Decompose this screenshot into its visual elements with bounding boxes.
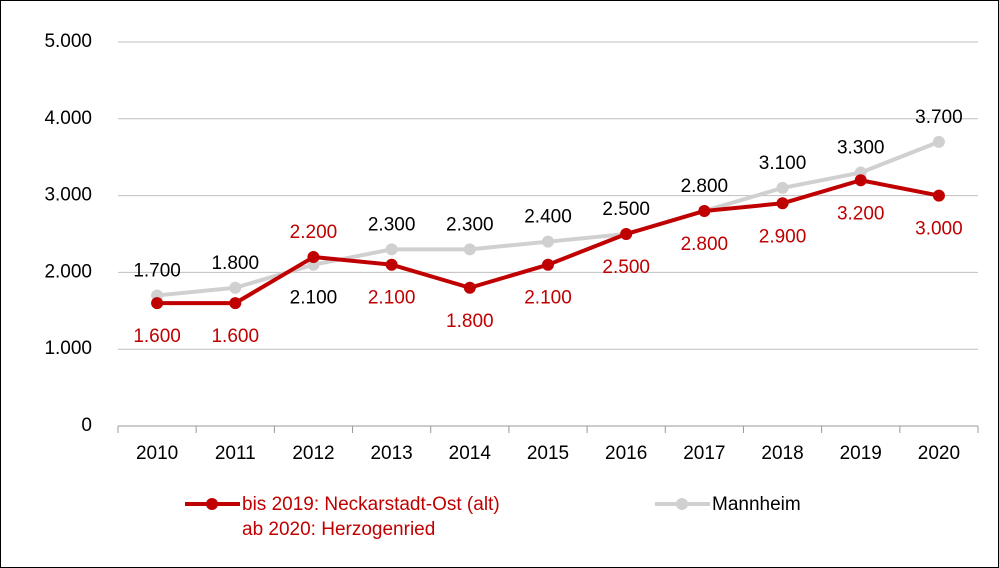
data-label: 1.800 bbox=[446, 311, 494, 332]
data-label: 3.300 bbox=[837, 138, 885, 159]
y-tick-label: 1.000 bbox=[44, 338, 92, 359]
x-tick-label: 2015 bbox=[527, 443, 569, 464]
data-label: 2.800 bbox=[681, 176, 729, 197]
data-label: 1.800 bbox=[211, 253, 259, 274]
data-point bbox=[776, 197, 789, 210]
y-tick-label: 2.000 bbox=[44, 261, 92, 282]
data-label: 3.200 bbox=[837, 203, 885, 224]
data-label: 2.400 bbox=[524, 207, 572, 228]
x-tick-label: 2013 bbox=[370, 443, 412, 464]
data-point bbox=[776, 181, 789, 194]
data-label: 2.900 bbox=[759, 226, 807, 247]
x-tick-label: 2011 bbox=[215, 443, 256, 464]
data-point bbox=[385, 243, 398, 256]
data-label: 3.700 bbox=[915, 107, 963, 128]
x-tick-label: 2020 bbox=[918, 443, 960, 464]
data-point bbox=[463, 243, 476, 256]
data-label: 2.500 bbox=[602, 257, 650, 278]
data-label: 2.200 bbox=[290, 222, 338, 243]
data-label: 2.300 bbox=[446, 214, 494, 235]
y-tick-label: 4.000 bbox=[44, 108, 92, 129]
legend-marker bbox=[676, 498, 688, 510]
data-label: 2.300 bbox=[368, 214, 416, 235]
legend-label: bis 2019: Neckarstadt-Ost (alt) ab 2020:… bbox=[242, 494, 500, 540]
data-label: 2.100 bbox=[290, 288, 338, 309]
data-point bbox=[229, 281, 242, 294]
y-tick-label: 0 bbox=[81, 415, 92, 436]
data-label: 3.000 bbox=[915, 219, 963, 240]
data-point bbox=[151, 297, 164, 310]
data-point bbox=[385, 258, 398, 271]
data-point bbox=[542, 235, 554, 248]
x-tick-label: 2016 bbox=[605, 443, 647, 464]
x-tick-label: 2019 bbox=[840, 443, 882, 464]
data-label: 2.100 bbox=[368, 288, 416, 309]
data-label: 1.600 bbox=[211, 326, 259, 347]
y-tick-label: 3.000 bbox=[44, 185, 92, 206]
x-tick-label: 2018 bbox=[761, 443, 803, 464]
data-point bbox=[932, 189, 945, 202]
data-label: 2.500 bbox=[602, 199, 650, 220]
x-tick-label: 2010 bbox=[136, 443, 178, 464]
data-label: 2.800 bbox=[681, 234, 729, 255]
data-label: 3.100 bbox=[759, 153, 807, 174]
data-point bbox=[698, 204, 711, 217]
data-point bbox=[620, 228, 633, 240]
data-point bbox=[542, 258, 554, 271]
y-tick-label: 5.000 bbox=[44, 31, 92, 52]
data-point bbox=[229, 297, 242, 310]
x-tick-label: 2014 bbox=[449, 443, 492, 464]
x-tick-label: 2017 bbox=[683, 443, 725, 464]
x-tick-label: 2012 bbox=[292, 443, 334, 464]
data-point bbox=[463, 281, 476, 294]
legend-marker bbox=[206, 498, 218, 510]
data-label: 1.700 bbox=[133, 260, 181, 281]
legend-label: Mannheim bbox=[712, 494, 801, 515]
data-label: 2.100 bbox=[524, 288, 572, 309]
data-point bbox=[932, 135, 945, 148]
data-point bbox=[307, 251, 320, 264]
data-label: 1.600 bbox=[133, 326, 181, 347]
data-point bbox=[854, 174, 867, 187]
